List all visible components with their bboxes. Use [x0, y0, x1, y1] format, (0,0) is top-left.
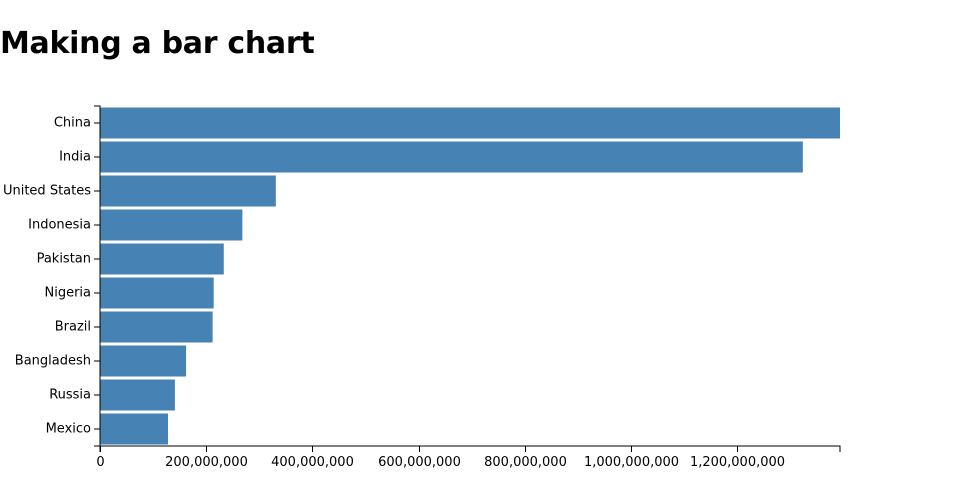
y-tick-label: India — [59, 150, 91, 165]
x-tick-label: 800,000,000 — [484, 455, 567, 470]
y-tick-label: Bangladesh — [15, 354, 91, 369]
x-tick-label: 0 — [96, 455, 104, 470]
y-axis-line — [94, 105, 101, 447]
y-tick-label: Pakistan — [37, 252, 91, 267]
bar-pakistan — [100, 243, 224, 275]
x-tick-label: 400,000,000 — [271, 455, 354, 470]
x-tick-label: 1,200,000,000 — [690, 455, 785, 470]
y-tick-label: United States — [3, 184, 91, 199]
page-title: Making a bar chart — [0, 26, 315, 61]
y-tick-label: Indonesia — [28, 218, 91, 233]
plot-area: China India United States Indonesia Pakistan… — [3, 105, 841, 470]
bar-brazil — [100, 311, 213, 343]
y-tick-label: China — [54, 116, 91, 131]
x-axis: 0 200,000,000 400,000,000 600,000,000 800,00… — [96, 445, 841, 470]
bar-united-states — [100, 175, 276, 207]
bar-indonesia — [100, 209, 243, 241]
x-tick-label: 600,000,000 — [378, 455, 461, 470]
y-tick-label: Brazil — [55, 320, 91, 335]
y-tick-label: Mexico — [46, 422, 91, 437]
x-tick-label: 200,000,000 — [165, 455, 248, 470]
bar-russia — [100, 379, 175, 411]
bar-india — [100, 141, 803, 173]
bar-bangladesh — [100, 345, 187, 377]
bar-mexico — [100, 413, 168, 445]
x-axis-line — [99, 445, 841, 452]
y-axis: China India United States Indonesia Pakistan… — [3, 105, 101, 447]
bar-china — [100, 107, 840, 139]
bar-nigeria — [100, 277, 214, 309]
y-tick-label: Russia — [49, 388, 91, 403]
y-tick-label: Nigeria — [44, 286, 91, 301]
x-tick-label: 1,000,000,000 — [584, 455, 679, 470]
bars-group — [100, 107, 840, 445]
